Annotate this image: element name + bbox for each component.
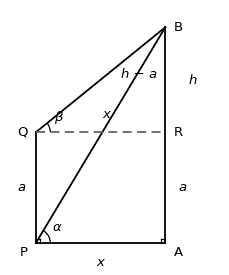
Text: x: x	[102, 108, 110, 121]
Text: a: a	[17, 181, 25, 194]
Text: x: x	[96, 256, 104, 269]
Text: P: P	[19, 246, 27, 259]
Text: B: B	[173, 21, 182, 34]
Text: α: α	[52, 221, 61, 233]
Text: β: β	[54, 111, 62, 124]
Text: R: R	[173, 126, 182, 139]
Text: h − a: h − a	[121, 68, 157, 81]
Text: h: h	[188, 74, 196, 87]
Text: a: a	[178, 181, 186, 194]
Text: A: A	[173, 246, 182, 259]
Text: Q: Q	[17, 126, 27, 139]
